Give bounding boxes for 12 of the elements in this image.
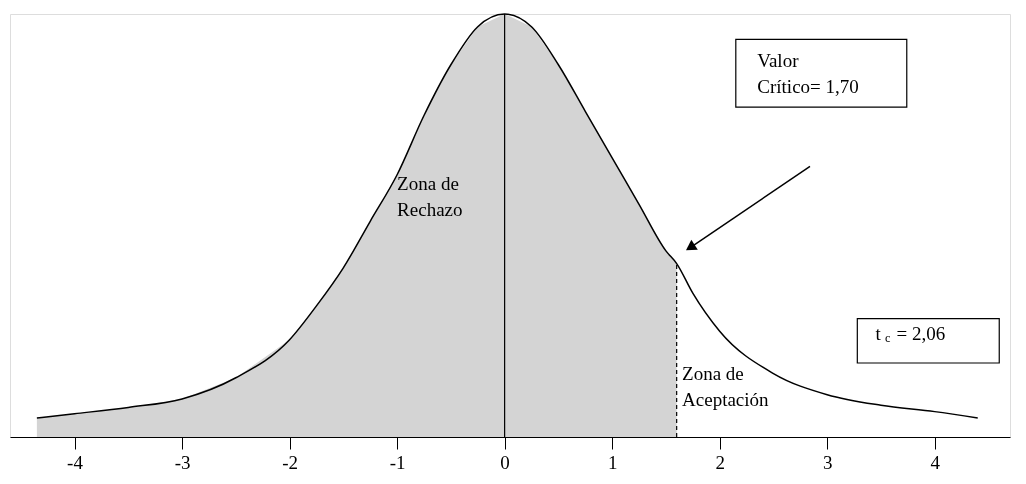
x-tick-label: 1 [607,451,618,473]
annotation: Valor Crítico= 1,70 [757,50,859,98]
x-tick-label: -2 [282,451,298,473]
x-tick-label: -4 [67,451,84,473]
x-tick-label: -1 [389,451,406,473]
x-tick-label: 4 [930,451,941,473]
x-tick-label: 0 [500,451,510,473]
annotation: Zona de Aceptación [682,363,770,411]
x-tick-label: 3 [822,451,833,473]
annotation: Zona de Rechazo [397,172,463,220]
x-tick-label: 2 [715,451,725,473]
x-tick-label: -3 [174,451,191,473]
